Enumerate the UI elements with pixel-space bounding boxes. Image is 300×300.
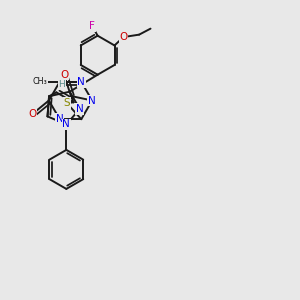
Text: H: H	[58, 80, 65, 89]
Text: CH₃: CH₃	[33, 77, 48, 86]
Text: N: N	[88, 95, 96, 106]
Text: N: N	[76, 104, 84, 114]
Text: F: F	[89, 21, 95, 31]
Text: O: O	[60, 70, 68, 80]
Text: S: S	[64, 98, 70, 108]
Text: N: N	[77, 77, 85, 87]
Text: N: N	[56, 114, 64, 124]
Text: N: N	[62, 119, 70, 129]
Text: O: O	[119, 32, 128, 42]
Text: O: O	[28, 109, 37, 119]
